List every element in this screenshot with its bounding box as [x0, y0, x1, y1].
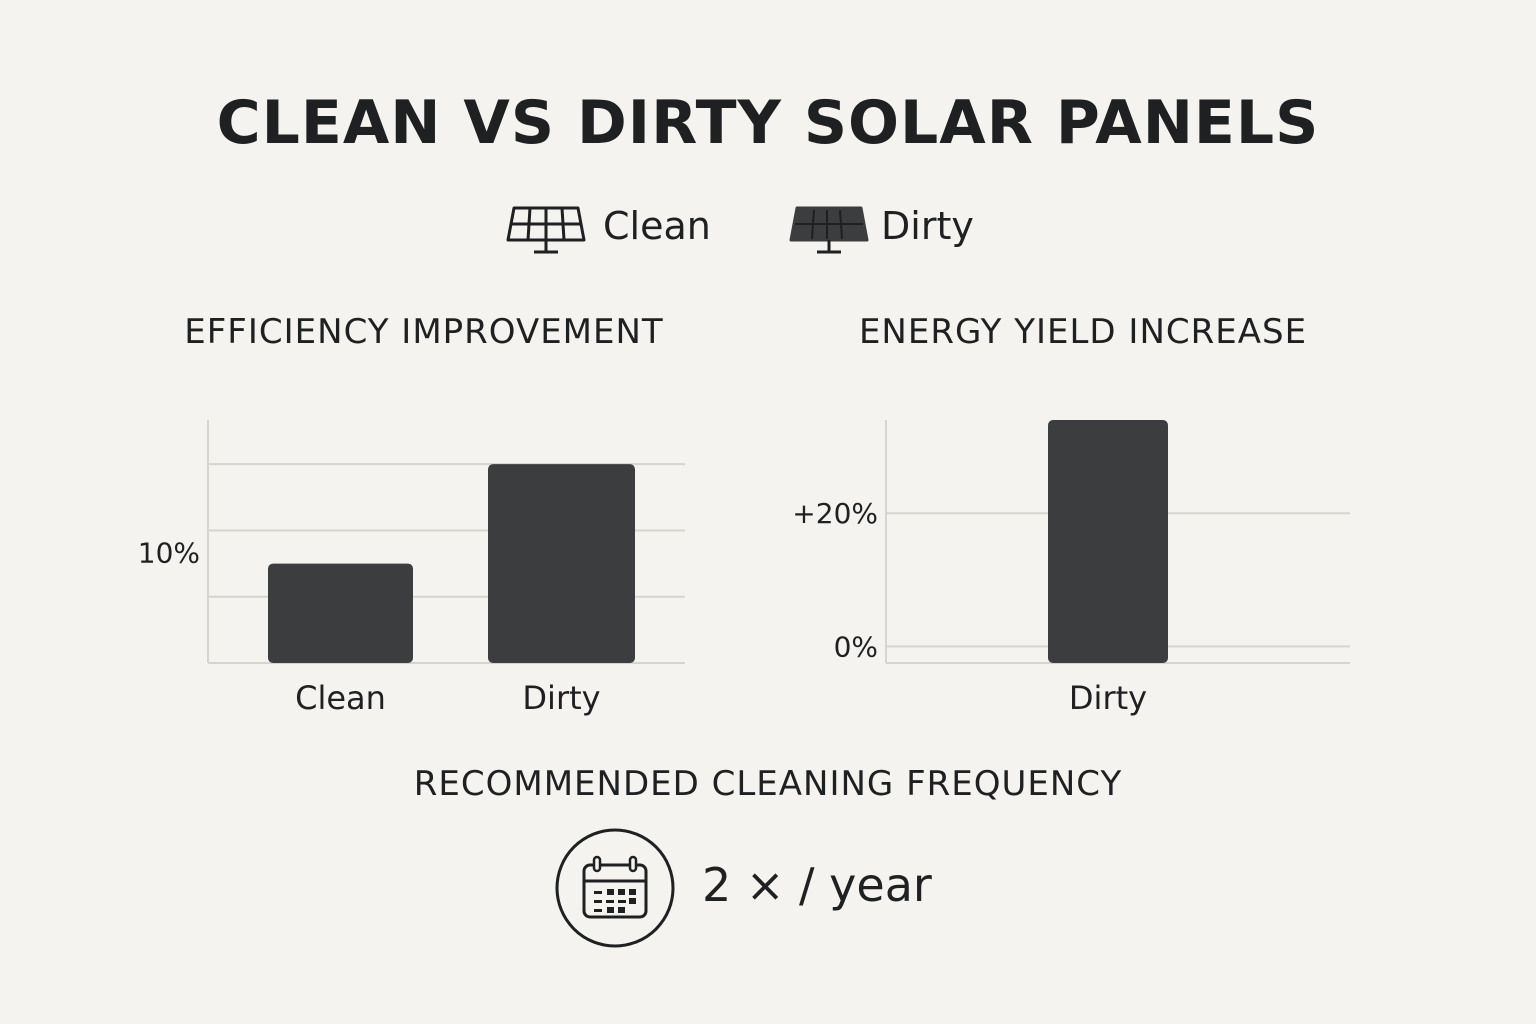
bar-dirty: [1048, 420, 1168, 663]
yield-chart-title: ENERGY YIELD INCREASE: [858, 312, 1308, 352]
x-tick-label: Dirty: [1069, 679, 1147, 717]
x-tick-label: Dirty: [522, 679, 600, 717]
bar-clean: [268, 563, 413, 663]
frequency-value: 2 × / year: [702, 858, 932, 912]
y-tick-label: +20%: [792, 497, 878, 530]
legend-label-dirty: Dirty: [881, 204, 974, 248]
frequency-title: RECOMMENDED CLEANING FREQUENCY: [413, 764, 1123, 804]
calendar-icon: [554, 827, 676, 949]
y-tick-label: 10%: [138, 537, 200, 570]
x-tick-label: Clean: [295, 679, 386, 717]
solar-panel-filled-icon: [789, 205, 869, 257]
legend-label-clean: Clean: [603, 204, 711, 248]
page-title: CLEAN VS DIRTY SOLAR PANELS: [216, 88, 1320, 158]
solar-panel-outline-icon: [506, 205, 586, 257]
bar-dirty: [488, 464, 635, 663]
y-tick-label: 0%: [834, 630, 878, 663]
efficiency-chart-title: EFFICIENCY IMPROVEMENT: [184, 312, 664, 352]
